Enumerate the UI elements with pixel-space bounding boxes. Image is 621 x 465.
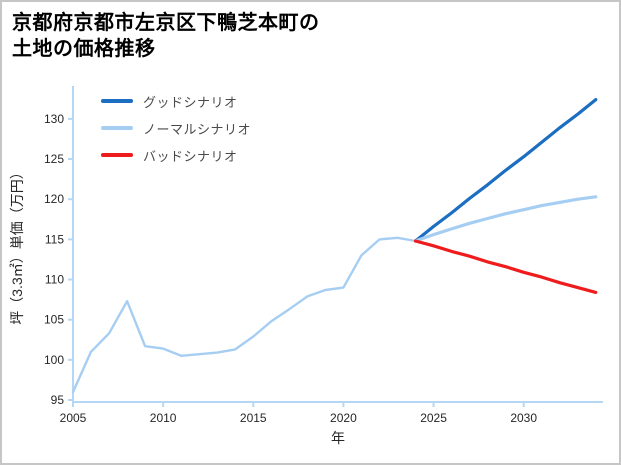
legend-label: ノーマルシナリオ xyxy=(143,121,252,137)
x-tick-label: 2010 xyxy=(150,411,177,425)
legend-swatch xyxy=(101,99,133,103)
legend-swatch xyxy=(101,126,133,130)
x-tick-label: 2030 xyxy=(510,411,537,425)
y-axis-title: 坪（3.3㎡）単価（万円） xyxy=(9,165,25,324)
series-normal xyxy=(413,195,598,243)
page-title-line2: 土地の価格推移 xyxy=(12,38,156,60)
y-tick-label: 110 xyxy=(45,273,64,287)
legend-item: ノーマルシナリオ xyxy=(101,119,251,137)
legend-swatch xyxy=(101,153,133,157)
series-bad xyxy=(413,239,598,294)
series-good xyxy=(413,97,598,243)
y-tick-label: 95 xyxy=(51,393,65,407)
x-axis-title: 年 xyxy=(331,430,345,446)
y-tick-label: 125 xyxy=(44,152,64,166)
y-tick-label: 115 xyxy=(45,232,64,246)
legend-label: バッドシナリオ xyxy=(143,148,238,164)
legend-label: グッドシナリオ xyxy=(143,94,238,110)
legend-item: バッドシナリオ xyxy=(101,146,251,164)
chart-legend: グッドシナリオ ノーマルシナリオ バッドシナリオ xyxy=(101,92,251,164)
x-tick-label: 2015 xyxy=(240,411,267,425)
page-title-line1: 京都府京都市左京区下鴨芝本町の xyxy=(12,12,320,34)
y-tick-label: 100 xyxy=(44,353,64,367)
series-history xyxy=(71,236,417,394)
x-tick-label: 2025 xyxy=(420,411,447,425)
x-tick-label: 2005 xyxy=(60,411,87,425)
y-tick-label: 130 xyxy=(44,112,64,126)
y-tick-label: 105 xyxy=(44,313,64,327)
page-title: 京都府京都市左京区下鴨芝本町の 土地の価格推移 xyxy=(12,10,320,62)
legend-item: グッドシナリオ xyxy=(101,92,251,110)
x-tick-label: 2020 xyxy=(330,411,357,425)
y-tick-label: 120 xyxy=(44,192,64,206)
